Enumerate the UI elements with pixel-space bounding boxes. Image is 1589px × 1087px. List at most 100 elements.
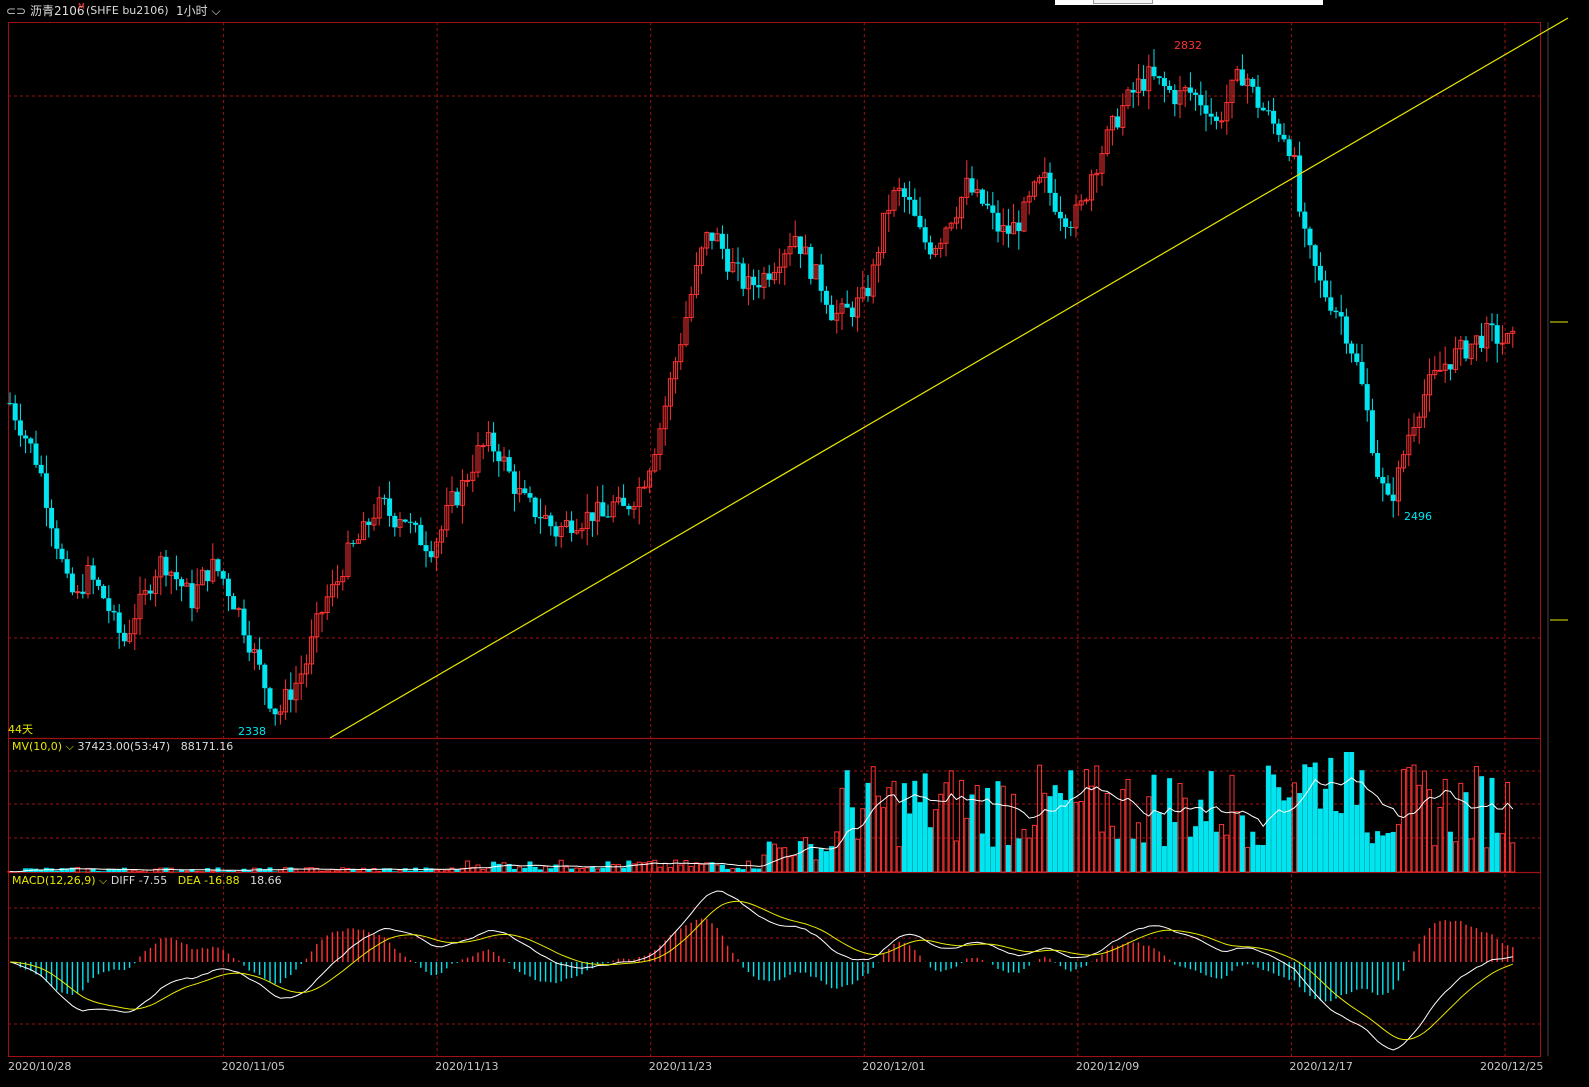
candle-body [132, 618, 138, 635]
volume-bar [127, 869, 133, 873]
candle-body [179, 579, 185, 587]
volume-indicator-name[interactable]: MV(10,0) [12, 740, 63, 753]
volume-bar [1265, 765, 1271, 872]
volume-bar [69, 867, 75, 872]
candle-body [1432, 369, 1438, 376]
candle-body [1125, 89, 1131, 107]
candle-body [1073, 204, 1079, 229]
volume-bar [1151, 774, 1157, 872]
candle-body [1484, 322, 1490, 349]
candle-body [340, 576, 346, 583]
volume-bar [1369, 843, 1375, 872]
candle-body [314, 613, 320, 638]
volume-bar [527, 861, 533, 872]
candle-body [423, 545, 429, 552]
candlestick-series[interactable] [7, 49, 1516, 726]
volume-bar [699, 863, 705, 873]
volume-bar [979, 833, 985, 872]
candle-body [1291, 154, 1297, 157]
candle-body [813, 264, 819, 280]
volume-bar [381, 868, 387, 872]
volume-bar [896, 846, 902, 873]
volume-bar [569, 868, 575, 872]
volume-bar [168, 867, 174, 873]
candle-body [231, 596, 237, 610]
candle-body [605, 516, 611, 518]
volume-bar [657, 866, 663, 873]
candle-body [355, 539, 361, 544]
volume-bar [1385, 833, 1391, 872]
candle-body [449, 491, 455, 506]
candle-body [1494, 325, 1500, 344]
volume-bar [1323, 788, 1329, 872]
candle-body [745, 276, 751, 290]
candle-body [1078, 200, 1084, 206]
candle-body [777, 266, 783, 273]
volume-bar [953, 840, 959, 873]
volume-bar [1120, 788, 1126, 873]
volume-bar [1276, 787, 1282, 872]
candle-body [1265, 110, 1271, 112]
volume-bar [392, 871, 398, 872]
trendline[interactable] [329, 17, 1569, 739]
candle-body [1473, 335, 1479, 345]
candle-body [236, 608, 242, 611]
volume-bar [1208, 771, 1214, 872]
volume-bar [1281, 800, 1287, 872]
candle-body [1026, 195, 1032, 203]
candle-body [511, 471, 517, 494]
candle-body [818, 264, 824, 291]
volume-bar [756, 868, 762, 872]
volume-bar [1130, 838, 1136, 872]
volume-bar [288, 867, 294, 872]
candle-body [444, 504, 450, 531]
candle-body [189, 583, 195, 609]
volume-bar [1297, 793, 1303, 872]
candle-body [470, 471, 476, 481]
volume-bar [106, 869, 112, 872]
volume-bar [855, 838, 861, 873]
candle-body [17, 420, 23, 436]
period-selector[interactable]: 1小时 ⌵ [176, 0, 221, 22]
volume-bar [730, 868, 736, 873]
volume-bar [1021, 828, 1027, 873]
volume-bar [413, 867, 419, 872]
volume-bar [1442, 778, 1448, 873]
candle-body [761, 272, 767, 288]
chevron-down-icon[interactable]: ⌵ [95, 874, 111, 887]
volume-bar [1427, 789, 1433, 873]
candle-body [1151, 66, 1157, 77]
candle-body [184, 582, 190, 587]
candle-body [111, 610, 117, 613]
candle-body [173, 572, 179, 580]
volume-bar [433, 869, 439, 873]
chevron-down-icon[interactable]: ⌵ [62, 740, 78, 753]
candle-body [1229, 79, 1235, 104]
candle-body [1323, 280, 1329, 298]
volume-bar [792, 855, 798, 873]
candle-body [1239, 69, 1245, 86]
macd-indicator-name[interactable]: MACD(12,26,9) [12, 874, 96, 887]
candle-body [1104, 129, 1110, 155]
candle-body [865, 287, 871, 297]
candle-body [1182, 87, 1188, 92]
window-toggle-icon[interactable]: ⊂⊃ [6, 4, 27, 18]
candle-body [38, 464, 44, 474]
candle-body [938, 242, 944, 249]
candle-body [709, 232, 715, 241]
volume-bar [1073, 801, 1079, 873]
dea-line [9, 900, 1513, 1041]
volume-bar [1177, 783, 1183, 873]
volume-bar [402, 868, 408, 872]
volume-bar [179, 869, 185, 872]
volume-bar [1239, 815, 1245, 872]
candle-body [1401, 454, 1407, 469]
candle-body [751, 276, 757, 286]
volume-bar [1312, 762, 1318, 872]
volume-bar [262, 869, 268, 872]
candle-body [1031, 181, 1037, 197]
candle-body [563, 520, 569, 527]
volume-bar [1125, 778, 1131, 873]
volume-bar [1187, 836, 1193, 872]
